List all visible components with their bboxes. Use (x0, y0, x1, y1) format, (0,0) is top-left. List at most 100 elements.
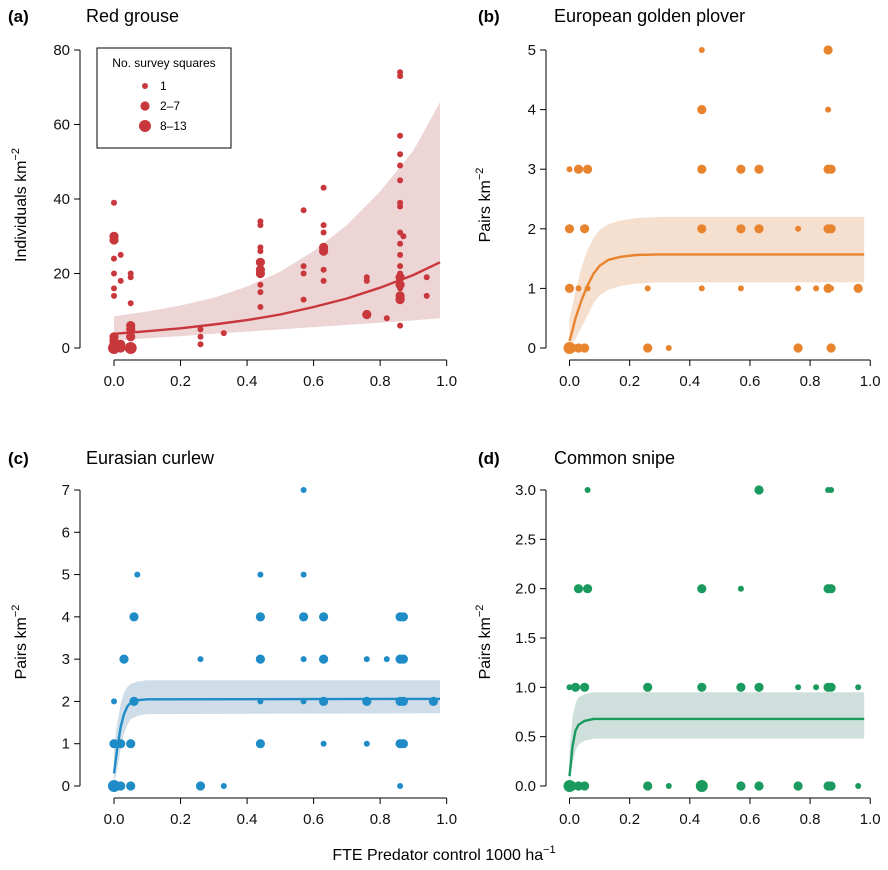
data-point (397, 162, 404, 169)
panel-d-y-axis-title: Pairs km−2 (474, 605, 494, 680)
legend-title: No. survey squares (112, 56, 215, 70)
legend: No. survey squares 1 2–7 8–13 (96, 47, 232, 149)
data-point (116, 339, 126, 349)
data-point (257, 281, 264, 288)
data-point (319, 242, 329, 252)
data-point (300, 571, 307, 578)
panel-d-y-axis-title-sup: −2 (474, 605, 486, 618)
legend-marker-small (142, 83, 148, 89)
data-point (737, 285, 744, 292)
x-tick-label: 0.6 (740, 373, 761, 390)
x-tick-label: 0.6 (740, 811, 761, 828)
confidence-band (569, 216, 865, 347)
data-point (580, 781, 590, 791)
data-point (197, 326, 204, 333)
data-point (119, 654, 129, 664)
data-point (697, 164, 707, 174)
panel-a-y-axis-title-main: Individuals km (13, 161, 30, 262)
data-point (255, 257, 265, 267)
data-point (736, 224, 746, 234)
x-axis-title: FTE Predator control 1000 ha−1 (332, 844, 555, 864)
x-axis-title-sup: −1 (543, 844, 556, 856)
data-point (566, 166, 573, 173)
panel-c-y-axis-title-sup: −2 (10, 605, 22, 618)
data-point (754, 224, 764, 234)
data-point (695, 780, 708, 792)
data-point (736, 781, 746, 791)
data-point (111, 698, 117, 705)
data-point (737, 585, 744, 592)
panel-c: (c) Eurasian curlew Pairs km−2 012345670… (8, 448, 457, 828)
data-point (195, 781, 206, 791)
data-point (564, 283, 575, 293)
panel-c-letter: (c) (8, 449, 29, 468)
data-point (255, 612, 265, 622)
data-point (197, 333, 204, 340)
data-point (697, 682, 707, 692)
data-point (575, 285, 582, 292)
x-tick-label: 0.2 (619, 811, 640, 828)
data-point (397, 69, 404, 76)
data-point (853, 283, 863, 293)
data-point (826, 224, 836, 234)
panel-a: (a) Red grouse Individuals km−2 0 20 40 60 8… (8, 6, 457, 390)
data-point (126, 739, 136, 749)
panel-b-title: European golden plover (554, 6, 745, 26)
y-tick-label: 60 (53, 117, 70, 134)
data-point (300, 656, 307, 663)
data-point (319, 654, 329, 664)
data-point (825, 106, 832, 113)
data-point (197, 341, 204, 348)
x-tick-label: 0.0 (104, 811, 125, 828)
y-tick-label: 5 (62, 567, 70, 584)
y-tick-label: 6 (62, 524, 70, 541)
legend-label-1: 1 (160, 79, 167, 93)
x-tick-label: 0.0 (104, 373, 125, 390)
panel-d: (d) Common snipe Pairs km−2 0.0 0.5 1.0 1.5… (474, 448, 881, 828)
x-tick-label: 0.2 (170, 373, 191, 390)
data-point (126, 781, 136, 791)
y-tick-label: 2.5 (515, 531, 536, 548)
data-point (828, 487, 835, 493)
data-point (299, 612, 309, 622)
panel-a-letter: (a) (8, 7, 29, 26)
data-point (397, 783, 404, 789)
data-point (111, 292, 117, 299)
data-point (398, 739, 408, 749)
data-point (397, 322, 404, 329)
x-tick-label: 0.4 (237, 373, 258, 390)
data-point (823, 45, 833, 55)
data-point (643, 682, 653, 692)
data-point (257, 289, 264, 296)
data-point (383, 656, 390, 663)
data-point (795, 225, 802, 232)
y-tick-label: 3 (528, 161, 536, 178)
data-point (584, 487, 591, 493)
confidence-band (114, 680, 440, 784)
data-point (398, 612, 408, 622)
legend-label-3: 8–13 (160, 119, 187, 133)
panel-b-plot: 0 1 2 3 4 5 0.0 0.2 0.4 0.6 0.8 1.0 (528, 42, 881, 390)
data-point (124, 342, 137, 354)
fitted-line (568, 253, 865, 342)
y-tick-label: 1.5 (515, 630, 536, 647)
y-tick-label: 1 (528, 280, 536, 297)
panel-a-title: Red grouse (86, 6, 179, 26)
y-tick-label: 20 (53, 266, 70, 283)
data-point (397, 263, 404, 270)
data-point (126, 321, 136, 331)
data-point (793, 343, 803, 353)
data-point (255, 739, 265, 749)
data-point (134, 571, 141, 578)
data-point (828, 285, 835, 292)
x-tick-label: 0.4 (679, 373, 700, 390)
panel-b-letter: (b) (478, 7, 500, 26)
confidence-band (569, 692, 865, 784)
panel-d-y-axis-title-main: Pairs km (477, 617, 494, 679)
data-point (320, 222, 327, 229)
data-point (573, 164, 584, 174)
x-tick-label: 0.6 (303, 811, 324, 828)
panel-c-y-axis-title: Pairs km−2 (10, 605, 30, 680)
y-tick-label: 0.0 (515, 778, 536, 795)
